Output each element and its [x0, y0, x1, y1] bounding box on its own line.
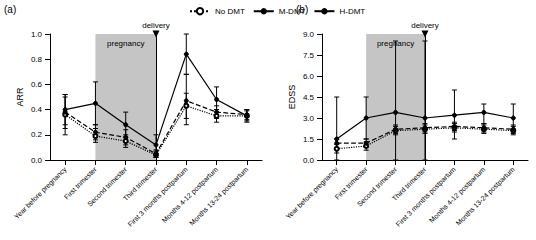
svg-text:M-DMT: M-DMT — [279, 7, 306, 16]
svg-text:pregnancy: pregnancy — [376, 38, 415, 48]
svg-text:Months 4-12 postpartum: Months 4-12 postpartum — [428, 165, 487, 224]
svg-text:7.5: 7.5 — [303, 51, 315, 60]
svg-text:EDSS: EDSS — [287, 85, 297, 110]
svg-text:1.5: 1.5 — [303, 135, 315, 144]
svg-text:Second trimester: Second trimester — [86, 165, 129, 208]
svg-text:9.0: 9.0 — [303, 30, 315, 39]
svg-text:Year before pregnancy: Year before pregnancy — [13, 165, 69, 221]
svg-text:3.0: 3.0 — [303, 114, 315, 123]
svg-text:6.0: 6.0 — [303, 72, 315, 81]
svg-text:0.8: 0.8 — [31, 55, 43, 64]
svg-text:First trimester: First trimester — [333, 165, 369, 201]
svg-text:0.0: 0.0 — [303, 156, 315, 165]
svg-text:Third trimester: Third trimester — [390, 165, 428, 203]
svg-text:H-DMT: H-DMT — [339, 7, 365, 16]
svg-text:Months 13-24 postpartum: Months 13-24 postpartum — [455, 165, 517, 227]
svg-text:Year before pregnancy: Year before pregnancy — [284, 165, 340, 221]
svg-text:0.4: 0.4 — [31, 105, 43, 114]
svg-text:ARR: ARR — [15, 87, 25, 107]
svg-text:First 3 months postpartum: First 3 months postpartum — [395, 165, 458, 228]
svg-text:First trimester: First trimester — [62, 165, 98, 201]
svg-text:pregnancy: pregnancy — [107, 39, 144, 48]
svg-text:Second trimester: Second trimester — [356, 165, 399, 208]
svg-text:First 3 months postpartum: First 3 months postpartum — [126, 165, 189, 228]
svg-text:4.5: 4.5 — [303, 93, 315, 102]
svg-text:No DMT: No DMT — [215, 7, 245, 16]
svg-text:1.0: 1.0 — [31, 30, 43, 39]
svg-text:delivery: delivery — [411, 21, 439, 30]
svg-text:Third trimester: Third trimester — [121, 165, 159, 203]
svg-text:0.0: 0.0 — [31, 156, 43, 165]
svg-text:Months 4-12 postpartum: Months 4-12 postpartum — [161, 165, 220, 224]
svg-text:0.2: 0.2 — [31, 130, 43, 139]
svg-text:(a): (a) — [4, 4, 16, 15]
svg-text:Months 13-24 postpartum: Months 13-24 postpartum — [188, 165, 250, 227]
svg-text:delivery: delivery — [142, 21, 170, 30]
svg-text:0.6: 0.6 — [31, 80, 43, 89]
